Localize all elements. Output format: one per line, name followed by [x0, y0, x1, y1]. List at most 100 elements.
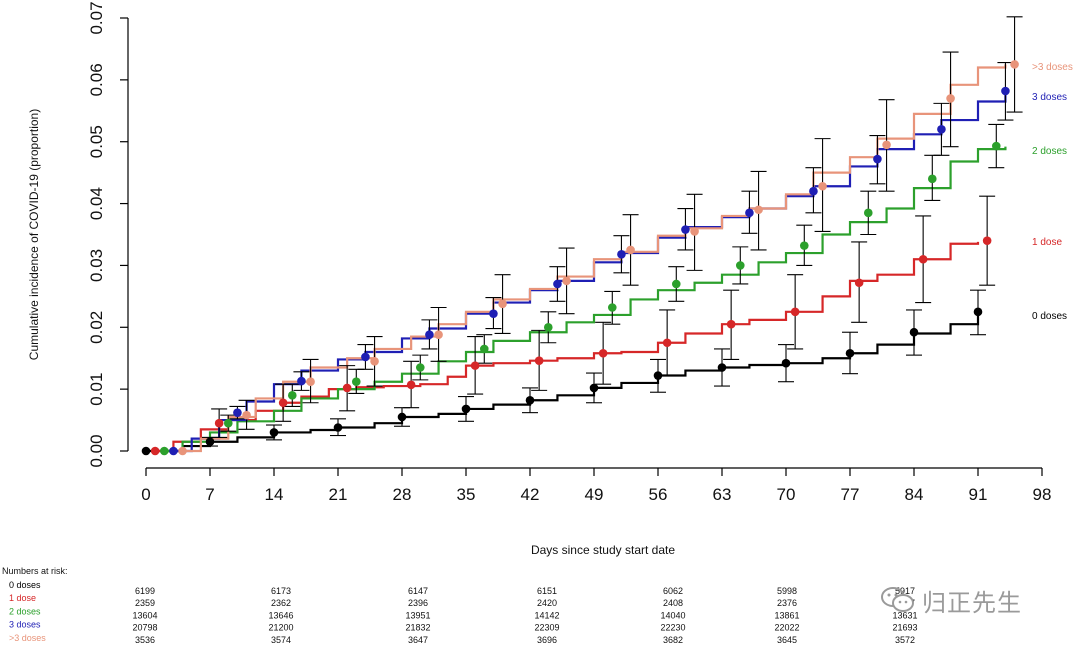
risk-value: 6173 [271, 586, 291, 596]
x-tick-label: 35 [457, 485, 476, 504]
point-3-doses [425, 330, 434, 340]
risk-value: 3696 [537, 635, 557, 645]
point-1-dose [214, 418, 224, 428]
point-2-doses [863, 208, 873, 218]
point-1-dose [150, 446, 160, 456]
risk-value: 6062 [663, 586, 683, 596]
risk-value: 20798 [132, 623, 157, 633]
risk-value: 3682 [663, 635, 683, 645]
point-3-doses [681, 225, 690, 234]
point-gt3-doses [818, 181, 827, 191]
point-3-doses [297, 376, 306, 386]
risk-value: 21693 [892, 623, 917, 633]
risk-value: 2362 [271, 598, 291, 608]
y-tick-label: 0.03 [87, 249, 106, 282]
point-0-doses [205, 437, 215, 447]
point-gt3-doses [946, 94, 955, 103]
risk-value: 21832 [405, 623, 430, 633]
point-1-dose [470, 361, 480, 370]
risk-value: 13631 [892, 610, 917, 620]
point-3-doses [617, 249, 626, 259]
risk-value: 22230 [660, 623, 685, 633]
x-tick-label: 98 [1033, 485, 1052, 504]
numbers-at-risk-table: Numbers at risk: 0 doses 6199 6173 6147 6151 6… [2, 566, 918, 645]
point-0-doses [653, 371, 663, 380]
point-3-doses [553, 279, 562, 289]
point-3-doses [361, 352, 370, 362]
y-axis-title: Cumulative incidence of COVID-19 (propor… [27, 109, 41, 360]
x-tick-label: 56 [649, 485, 668, 504]
error-bars [202, 16, 1023, 447]
point-0-doses [717, 363, 727, 372]
point-1-dose [406, 380, 416, 390]
point-0-doses [525, 395, 535, 405]
point-2-doses [927, 174, 937, 184]
risk-value: 3536 [135, 635, 155, 645]
point-1-dose [918, 254, 928, 264]
point-0-doses [589, 383, 599, 393]
point-2-doses [415, 363, 425, 372]
risk-row-label-1-dose: 1 dose [9, 593, 36, 603]
point-2-doses [287, 391, 297, 400]
series-points [141, 60, 1019, 456]
x-tick-label: 63 [713, 485, 732, 504]
point-2-doses [735, 261, 745, 270]
x-axis-title: Days since study start date [531, 543, 675, 557]
x-tick-label: 70 [777, 485, 796, 504]
risk-value: 2359 [135, 598, 155, 608]
risk-value: 13861 [774, 610, 799, 620]
x-tick-label: 42 [521, 485, 540, 504]
point-3-doses [873, 154, 882, 164]
point-1-dose [278, 398, 288, 408]
y-tick-label: 0.01 [87, 373, 106, 406]
risk-table-title: Numbers at risk: [2, 566, 68, 576]
point-0-doses [845, 348, 855, 358]
point-0-doses [269, 428, 279, 437]
risk-value: 3647 [408, 635, 428, 645]
risk-value: 6199 [135, 586, 155, 596]
point-3-doses [169, 446, 178, 456]
point-2-doses [607, 303, 617, 312]
y-tick-label: 0.05 [87, 125, 106, 158]
point-gt3-doses [242, 410, 251, 420]
risk-value: 6151 [537, 586, 557, 596]
point-1-dose [790, 307, 800, 317]
point-1-dose [534, 356, 544, 365]
x-tick-label: 21 [329, 485, 348, 504]
point-1-dose [598, 348, 608, 358]
point-0-doses [909, 327, 919, 337]
risk-value: 6147 [408, 586, 428, 596]
legend-label-0-doses: 0 doses [1032, 311, 1067, 322]
point-gt3-doses [626, 245, 635, 255]
risk-value: 13951 [405, 610, 430, 620]
risk-value: 14040 [660, 610, 685, 620]
wechat-icon [881, 587, 914, 612]
risk-value: 3574 [271, 635, 291, 645]
risk-row-label-0-doses: 0 doses [9, 580, 41, 590]
x-tick-label: 77 [841, 485, 860, 504]
point-gt3-doses [178, 446, 187, 456]
risk-row-label-3-doses: 3 doses [9, 620, 41, 630]
x-tick-label: 91 [969, 485, 988, 504]
risk-value: 22022 [774, 623, 799, 633]
point-1-dose [342, 383, 352, 393]
legend-label-3-doses: 3 doses [1032, 92, 1067, 103]
risk-value: 2396 [408, 598, 428, 608]
risk-value: 13604 [132, 610, 157, 620]
point-1-dose [854, 278, 864, 288]
point-gt3-doses [370, 357, 379, 366]
y-tick-label: 0.02 [87, 311, 106, 344]
risk-value: 5917 [895, 586, 915, 596]
legend: >3 doses 3 doses 2 doses 1 dose 0 doses [1032, 62, 1073, 322]
curve-3-doses [173, 92, 1007, 453]
point-3-doses [745, 208, 754, 218]
watermark: 归正先生 [880, 583, 1022, 617]
legend-label-2-doses: 2 doses [1032, 146, 1067, 157]
risk-row-label-gt3-doses: >3 doses [9, 633, 46, 643]
y-tick-label: 0.00 [87, 434, 106, 467]
point-3-doses [489, 309, 498, 318]
x-tick-label: 7 [205, 485, 214, 504]
point-gt3-doses [1010, 60, 1019, 69]
series-curves [146, 64, 1007, 453]
